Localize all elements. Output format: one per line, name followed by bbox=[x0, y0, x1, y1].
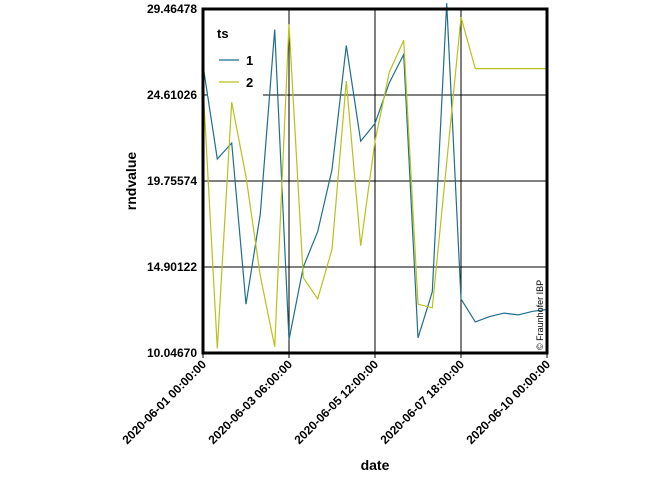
x-axis-title: date bbox=[361, 457, 390, 473]
series-line-1 bbox=[202, 3, 548, 340]
y-tick-label: 10.04670 bbox=[147, 346, 197, 360]
legend-label-2: 2 bbox=[246, 75, 253, 90]
x-tick-label: 2020-06-10 00:00:00 bbox=[463, 357, 553, 447]
copyright-annotation: © Fraunhofer IBP bbox=[535, 280, 545, 350]
y-tick-label: 14.90122 bbox=[147, 260, 197, 274]
x-tick-label: 2020-06-07 18:00:00 bbox=[377, 357, 467, 447]
legend: ts 1 2 bbox=[208, 14, 263, 96]
x-tick-label: 2020-06-01 00:00:00 bbox=[119, 357, 209, 447]
legend-title: ts bbox=[217, 26, 229, 41]
series-line-2 bbox=[202, 17, 547, 349]
y-tick-label: 29.46478 bbox=[147, 2, 197, 16]
y-axis-title: rndvalue bbox=[123, 152, 139, 211]
series-lines bbox=[202, 3, 548, 349]
legend-label-1: 1 bbox=[246, 53, 253, 68]
y-tick-labels: 10.04670 14.90122 19.75574 24.61026 29.46478 bbox=[147, 2, 197, 360]
y-tick-label: 24.61026 bbox=[147, 88, 197, 102]
y-tick-label: 19.75574 bbox=[147, 174, 197, 188]
x-tick-label: 2020-06-05 12:00:00 bbox=[291, 357, 381, 447]
x-tick-label: 2020-06-03 06:00:00 bbox=[205, 357, 295, 447]
